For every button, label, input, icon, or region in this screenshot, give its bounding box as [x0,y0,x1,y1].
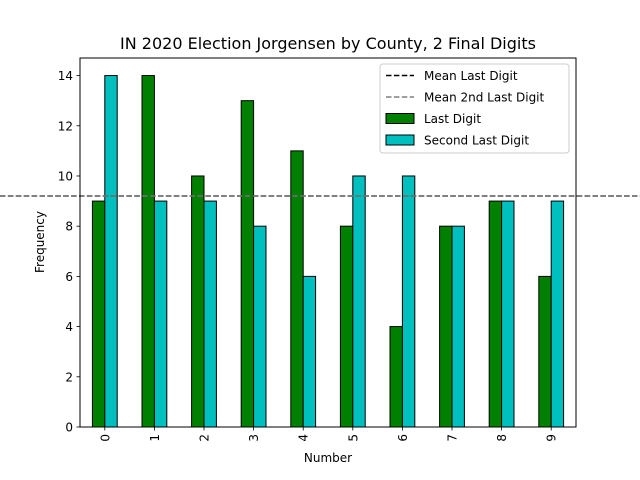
x-tick-label: 6 [396,434,410,442]
y-axis: 0 2 4 6 8 10 12 14 [58,69,80,435]
legend-label-2: Mean 2nd Last Digit [424,91,545,105]
y-tick-label: 0 [65,421,73,435]
x-tick-label: 9 [545,434,559,442]
bar-series2-1 [153,200,168,428]
y-tick-label: 12 [58,119,73,133]
y-tick-label: 8 [65,220,73,234]
bar-series1-6 [389,326,403,428]
bar-series2-2 [203,200,217,428]
bar-series1-8 [488,200,503,428]
legend-box [379,63,570,154]
y-tick-label: 10 [58,169,73,183]
legend-label-3: Last Digit [424,112,481,126]
x-tick-label: 8 [495,434,509,442]
bar-series1-1 [141,75,155,428]
bar-series1-2 [191,175,205,428]
bar-series2-0 [104,75,118,428]
x-axis-label: Number [304,451,352,465]
x-tick-label: 5 [346,434,360,442]
bar-series1-5 [339,225,354,428]
bar-series2-8 [501,200,515,428]
legend-swatch-3 [385,113,415,124]
y-tick-label: 4 [65,320,73,334]
x-tick-label: 4 [297,434,311,442]
plot-frame [79,57,577,428]
bar-series2-3 [253,225,267,428]
bars-group [91,75,565,428]
x-tick-label: 2 [198,434,212,442]
legend-label-4: Second Last Digit [424,134,529,148]
x-tick-label: 1 [148,434,162,442]
bar-series1-9 [538,275,552,428]
bar-series1-7 [439,225,453,428]
legend-swatch-4 [385,134,415,146]
x-tick-label: 7 [446,434,460,442]
x-axis: 0 1 2 3 4 5 6 7 8 9 [98,427,559,442]
legend-label-1: Mean Last Digit [424,69,518,83]
y-tick-label: 6 [65,270,73,284]
bar-series2-4 [302,275,317,428]
legend: Mean Last Digit Mean 2nd Last Digit Last D… [379,63,570,154]
chart-title: IN 2020 Election Jorgensen by County, 2 … [120,34,536,53]
bar-series1-3 [240,100,255,428]
y-tick-label: 2 [65,370,73,384]
bar-series1-0 [91,200,106,428]
y-axis-label: Frequency [33,211,47,273]
bar-series2-5 [352,175,366,428]
bar-series2-9 [550,200,565,428]
x-tick-label: 3 [247,434,261,442]
x-tick-label: 0 [98,434,112,442]
y-tick-label: 14 [58,69,73,83]
bar-series1-4 [290,150,304,428]
bar-series2-6 [401,175,416,428]
bar-series2-7 [451,225,465,428]
